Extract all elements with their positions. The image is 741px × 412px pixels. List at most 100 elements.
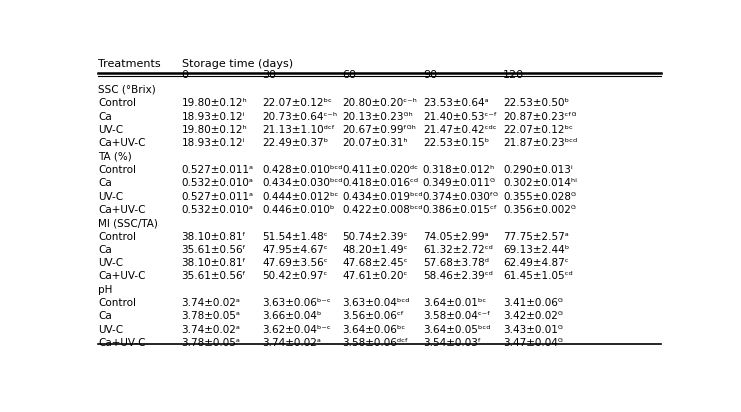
Text: 20.73±0.64ᶜ⁻ʰ: 20.73±0.64ᶜ⁻ʰ — [262, 112, 337, 122]
Text: Ca: Ca — [99, 112, 112, 122]
Text: 21.47±0.42ᶜᵈᶜ: 21.47±0.42ᶜᵈᶜ — [423, 125, 496, 135]
Text: 3.78±0.05ᵃ: 3.78±0.05ᵃ — [182, 311, 241, 321]
Text: Control: Control — [99, 298, 136, 308]
Text: pH: pH — [99, 285, 113, 295]
Text: 3.63±0.04ᵇᶜᵈ: 3.63±0.04ᵇᶜᵈ — [342, 298, 410, 308]
Text: 0.422±0.008ᵇᶜᵈ: 0.422±0.008ᵇᶜᵈ — [342, 205, 423, 215]
Text: 21.13±1.10ᵈᶜᶠ: 21.13±1.10ᵈᶜᶠ — [262, 125, 335, 135]
Text: 47.95±4.67ᶜ: 47.95±4.67ᶜ — [262, 245, 328, 255]
Text: 21.87±0.23ᵇᶜᵈ: 21.87±0.23ᵇᶜᵈ — [503, 138, 577, 148]
Text: 0.532±0.010ᵃ: 0.532±0.010ᵃ — [182, 205, 253, 215]
Text: 3.42±0.02ᴳ: 3.42±0.02ᴳ — [503, 311, 563, 321]
Text: 20.87±0.23ᶜᶠᴳ: 20.87±0.23ᶜᶠᴳ — [503, 112, 576, 122]
Text: 22.53±0.15ᵇ: 22.53±0.15ᵇ — [423, 138, 489, 148]
Text: 38.10±0.81ᶠ: 38.10±0.81ᶠ — [182, 232, 246, 241]
Text: 0.356±0.002ᴳ: 0.356±0.002ᴳ — [503, 205, 576, 215]
Text: Treatments: Treatments — [99, 59, 161, 69]
Text: 61.32±2.72ᶜᵈ: 61.32±2.72ᶜᵈ — [423, 245, 493, 255]
Text: 22.07±0.12ᵇᶜ: 22.07±0.12ᵇᶜ — [503, 125, 573, 135]
Text: 3.64±0.05ᵇᶜᵈ: 3.64±0.05ᵇᶜᵈ — [423, 325, 491, 335]
Text: UV-C: UV-C — [99, 325, 124, 335]
Text: Storage time (days): Storage time (days) — [182, 59, 293, 69]
Text: 120: 120 — [503, 70, 525, 80]
Text: 3.64±0.01ᵇᶜ: 3.64±0.01ᵇᶜ — [423, 298, 486, 308]
Text: 90: 90 — [423, 70, 437, 80]
Text: 61.45±1.05ᶜᵈ: 61.45±1.05ᶜᵈ — [503, 272, 573, 281]
Text: 19.80±0.12ʰ: 19.80±0.12ʰ — [182, 125, 247, 135]
Text: 3.74±0.02ᵃ: 3.74±0.02ᵃ — [182, 325, 241, 335]
Text: 30: 30 — [262, 70, 276, 80]
Text: 3.56±0.06ᶜᶠ: 3.56±0.06ᶜᶠ — [342, 311, 405, 321]
Text: 38.10±0.81ᶠ: 38.10±0.81ᶠ — [182, 258, 246, 268]
Text: UV-C: UV-C — [99, 125, 124, 135]
Text: Ca: Ca — [99, 311, 112, 321]
Text: 3.54±0.03ᶠ: 3.54±0.03ᶠ — [423, 338, 481, 348]
Text: 35.61±0.56ᶠ: 35.61±0.56ᶠ — [182, 245, 247, 255]
Text: 3.74±0.02ᵃ: 3.74±0.02ᵃ — [182, 298, 241, 308]
Text: 62.49±4.87ᶜ: 62.49±4.87ᶜ — [503, 258, 569, 268]
Text: 47.61±0.20ᶜ: 47.61±0.20ᶜ — [342, 272, 408, 281]
Text: 0.349±0.011ᴳ: 0.349±0.011ᴳ — [423, 178, 496, 188]
Text: 3.66±0.04ᵇ: 3.66±0.04ᵇ — [262, 311, 322, 321]
Text: 0.446±0.010ᵇ: 0.446±0.010ᵇ — [262, 205, 334, 215]
Text: 20.80±0.20ᶜ⁻ʰ: 20.80±0.20ᶜ⁻ʰ — [342, 98, 417, 108]
Text: Ca+UV-C: Ca+UV-C — [99, 272, 146, 281]
Text: 48.20±1.49ᶜ: 48.20±1.49ᶜ — [342, 245, 408, 255]
Text: MI (SSC/TA): MI (SSC/TA) — [99, 218, 159, 228]
Text: 0.374±0.030ᶠᴳ: 0.374±0.030ᶠᴳ — [423, 192, 499, 201]
Text: 3.78±0.05ᵃ: 3.78±0.05ᵃ — [182, 338, 241, 348]
Text: 0.532±0.010ᵃ: 0.532±0.010ᵃ — [182, 178, 253, 188]
Text: 19.80±0.12ʰ: 19.80±0.12ʰ — [182, 98, 247, 108]
Text: 20.13±0.23ᴳʰ: 20.13±0.23ᴳʰ — [342, 112, 413, 122]
Text: 0.434±0.030ᵇᶜᵈ: 0.434±0.030ᵇᶜᵈ — [262, 178, 342, 188]
Text: 74.05±2.99ᵃ: 74.05±2.99ᵃ — [423, 232, 488, 241]
Text: 0.527±0.011ᵃ: 0.527±0.011ᵃ — [182, 192, 253, 201]
Text: TA (%): TA (%) — [99, 152, 132, 162]
Text: 3.64±0.06ᵇᶜ: 3.64±0.06ᵇᶜ — [342, 325, 405, 335]
Text: UV-C: UV-C — [99, 192, 124, 201]
Text: 20.07±0.31ʰ: 20.07±0.31ʰ — [342, 138, 408, 148]
Text: 69.13±2.44ᵇ: 69.13±2.44ᵇ — [503, 245, 570, 255]
Text: 22.53±0.50ᵇ: 22.53±0.50ᵇ — [503, 98, 569, 108]
Text: 18.93±0.12ⁱ: 18.93±0.12ⁱ — [182, 112, 245, 122]
Text: 0: 0 — [182, 70, 189, 80]
Text: Ca+UV-C: Ca+UV-C — [99, 338, 146, 348]
Text: 0.418±0.016ᶜᵈ: 0.418±0.016ᶜᵈ — [342, 178, 419, 188]
Text: 3.63±0.06ᵇ⁻ᶜ: 3.63±0.06ᵇ⁻ᶜ — [262, 298, 330, 308]
Text: 21.40±0.53ᶜ⁻ᶠ: 21.40±0.53ᶜ⁻ᶠ — [423, 112, 496, 122]
Text: 50.74±2.39ᶜ: 50.74±2.39ᶜ — [342, 232, 408, 241]
Text: 47.68±2.45ᶜ: 47.68±2.45ᶜ — [342, 258, 408, 268]
Text: SSC (°Brix): SSC (°Brix) — [99, 85, 156, 95]
Text: 57.68±3.78ᵈ: 57.68±3.78ᵈ — [423, 258, 489, 268]
Text: 0.411±0.020ᵈᶜ: 0.411±0.020ᵈᶜ — [342, 165, 419, 175]
Text: Control: Control — [99, 98, 136, 108]
Text: 3.47±0.04ᴳ: 3.47±0.04ᴳ — [503, 338, 563, 348]
Text: 3.58±0.04ᶜ⁻ᶠ: 3.58±0.04ᶜ⁻ᶠ — [423, 311, 491, 321]
Text: 50.42±0.97ᶜ: 50.42±0.97ᶜ — [262, 272, 328, 281]
Text: 0.434±0.019ᵇᶜᵈ: 0.434±0.019ᵇᶜᵈ — [342, 192, 423, 201]
Text: Control: Control — [99, 165, 136, 175]
Text: 0.444±0.012ᵇᶜ: 0.444±0.012ᵇᶜ — [262, 192, 339, 201]
Text: 22.49±0.37ᵇ: 22.49±0.37ᵇ — [262, 138, 328, 148]
Text: 20.67±0.99ᶠᴳʰ: 20.67±0.99ᶠᴳʰ — [342, 125, 416, 135]
Text: 77.75±2.57ᵃ: 77.75±2.57ᵃ — [503, 232, 569, 241]
Text: 3.62±0.04ᵇ⁻ᶜ: 3.62±0.04ᵇ⁻ᶜ — [262, 325, 330, 335]
Text: Ca: Ca — [99, 178, 112, 188]
Text: UV-C: UV-C — [99, 258, 124, 268]
Text: Control: Control — [99, 232, 136, 241]
Text: 3.74±0.02ᵃ: 3.74±0.02ᵃ — [262, 338, 321, 348]
Text: 0.302±0.014ʰⁱ: 0.302±0.014ʰⁱ — [503, 178, 577, 188]
Text: 3.43±0.01ᴳ: 3.43±0.01ᴳ — [503, 325, 563, 335]
Text: 0.290±0.013ⁱ: 0.290±0.013ⁱ — [503, 165, 573, 175]
Text: 0.527±0.011ᵃ: 0.527±0.011ᵃ — [182, 165, 253, 175]
Text: 35.61±0.56ᶠ: 35.61±0.56ᶠ — [182, 272, 247, 281]
Text: 0.428±0.010ᵇᶜᵈ: 0.428±0.010ᵇᶜᵈ — [262, 165, 342, 175]
Text: 3.41±0.06ᴳ: 3.41±0.06ᴳ — [503, 298, 563, 308]
Text: 3.58±0.06ᵈᶜᶠ: 3.58±0.06ᵈᶜᶠ — [342, 338, 408, 348]
Text: 0.318±0.012ʰ: 0.318±0.012ʰ — [423, 165, 495, 175]
Text: 47.69±3.56ᶜ: 47.69±3.56ᶜ — [262, 258, 328, 268]
Text: Ca+UV-C: Ca+UV-C — [99, 205, 146, 215]
Text: 51.54±1.48ᶜ: 51.54±1.48ᶜ — [262, 232, 328, 241]
Text: 0.386±0.015ᶜᶠ: 0.386±0.015ᶜᶠ — [423, 205, 498, 215]
Text: Ca+UV-C: Ca+UV-C — [99, 138, 146, 148]
